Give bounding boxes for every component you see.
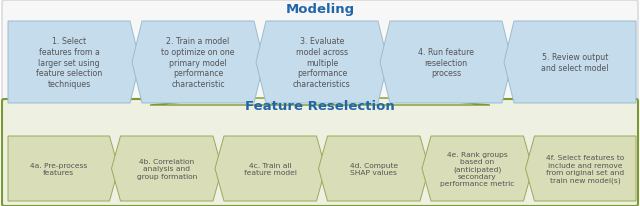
Text: 5. Review output
and select model: 5. Review output and select model	[541, 53, 609, 73]
Polygon shape	[111, 136, 222, 201]
Text: 4e. Rank groups
based on
(anticipated)
secondary
performance metric: 4e. Rank groups based on (anticipated) s…	[440, 151, 515, 186]
Polygon shape	[150, 98, 490, 105]
Polygon shape	[422, 136, 532, 201]
FancyBboxPatch shape	[2, 1, 638, 109]
Text: 4d. Compute
SHAP values: 4d. Compute SHAP values	[349, 162, 398, 175]
Text: 4a. Pre-process
features: 4a. Pre-process features	[30, 162, 88, 175]
Polygon shape	[132, 22, 264, 103]
Polygon shape	[8, 136, 118, 201]
Text: 2. Train a model
to optimize on one
primary model
performance
characteristic: 2. Train a model to optimize on one prim…	[161, 37, 235, 89]
Polygon shape	[319, 136, 429, 201]
Text: 4f. Select features to
include and remove
from original set and
train new model(: 4f. Select features to include and remov…	[546, 155, 625, 183]
Text: 4. Run feature
reselection
process: 4. Run feature reselection process	[418, 48, 474, 78]
FancyBboxPatch shape	[2, 99, 638, 206]
Text: 4c. Train all
feature model: 4c. Train all feature model	[244, 162, 297, 175]
Text: Modeling: Modeling	[285, 3, 355, 16]
Text: 4b. Correlation
analysis and
group formation: 4b. Correlation analysis and group forma…	[136, 158, 197, 179]
Polygon shape	[380, 22, 512, 103]
Polygon shape	[525, 136, 636, 201]
Polygon shape	[256, 22, 388, 103]
Text: 3. Evaluate
model across
multiple
performance
characteristics: 3. Evaluate model across multiple perfor…	[293, 37, 351, 89]
Polygon shape	[215, 136, 326, 201]
Polygon shape	[8, 22, 140, 103]
Polygon shape	[504, 22, 636, 103]
Text: Feature Reselection: Feature Reselection	[245, 99, 395, 112]
Text: 1. Select
features from a
larger set using
feature selection
techniques: 1. Select features from a larger set usi…	[36, 37, 102, 89]
